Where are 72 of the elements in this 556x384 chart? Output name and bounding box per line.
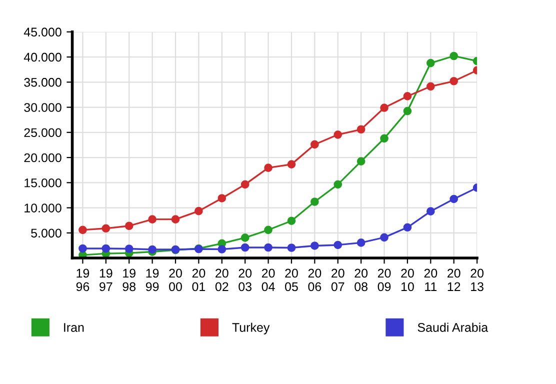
point [78,226,87,234]
y-tick-label: 15.000 [24,178,62,188]
point [334,130,342,139]
point [264,243,272,252]
x-tick-label: 2011 [424,268,438,291]
point [102,224,110,233]
point [380,233,388,242]
point [403,92,412,100]
point [450,194,458,204]
point [356,238,366,247]
x-tick-label: 2008 [354,268,368,292]
x-tick-label: 2006 [308,268,322,292]
x-tick-label: 2005 [285,268,298,292]
point [287,216,296,226]
point [450,76,458,86]
x-tick-label: 1999 [146,268,159,292]
legend-label: Turkey [232,322,270,334]
x-tick-label: 2007 [331,268,344,292]
y-tick-label: 10.000 [24,204,62,212]
x-tick-label: 2004 [262,268,275,292]
point [240,243,250,252]
y-tick-label: 25.000 [24,128,62,138]
y-tick-label: 20.000 [24,153,62,162]
x-tick-label: 1997 [100,268,112,292]
point [310,198,319,206]
point [287,244,296,252]
point [148,245,156,254]
point [78,244,87,253]
point [102,244,110,253]
point [334,240,342,250]
y-tick-label: 35.000 [24,78,62,87]
point [240,180,250,189]
x-tick-label: 1996 [76,268,90,292]
x-tick-label: 2013 [470,268,484,292]
point [240,234,250,242]
point [334,180,342,189]
point [426,58,435,68]
point [194,206,203,216]
point [426,82,435,91]
point [380,134,388,143]
point [148,215,156,224]
legend-label: Saudi Arabia [418,322,488,332]
point [264,226,272,234]
point [218,245,226,254]
point [124,244,134,253]
point [310,140,319,149]
point [356,157,366,166]
x-tick-label: 2002 [215,268,228,292]
x-tick-label: 2003 [238,268,252,292]
point [310,242,319,250]
point [171,215,180,224]
x-tick-label: 2010 [401,268,414,292]
point [380,104,388,112]
point [403,106,412,116]
x-tick-label: 2012 [448,268,460,291]
point [426,207,435,216]
point [218,194,226,202]
x-tick-label: 2001 [192,268,206,292]
y-tick-label: 30.000 [24,103,62,112]
legend-label: Iran [64,323,84,332]
y-tick-label: 45.000 [24,28,62,37]
x-tick-label: 1998 [122,268,136,292]
point [450,52,458,60]
x-tick-label: 2009 [378,268,391,292]
point [403,223,412,232]
point [287,160,296,168]
x-tick-label: 2000 [169,268,182,292]
point [356,125,366,134]
y-tick-label: 5.000 [31,228,62,238]
point [264,164,272,172]
y-tick-label: 40.000 [24,52,62,62]
point [124,222,134,230]
